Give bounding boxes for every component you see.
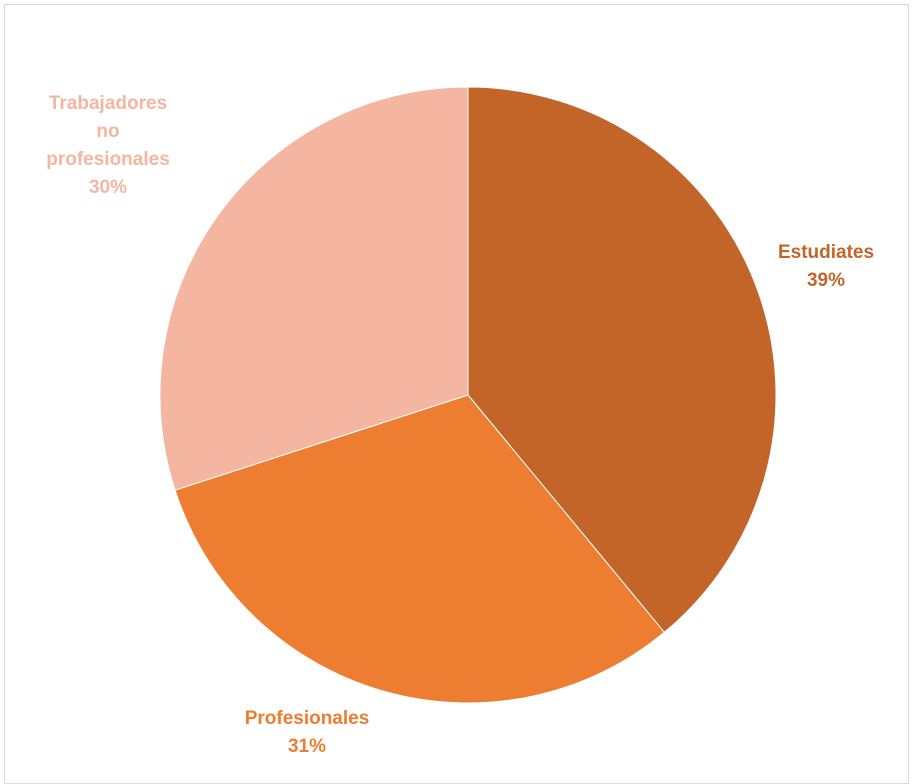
pie-labels: Estudiates 39% Profesionales 31% Trabajadore… xyxy=(46,93,874,757)
pie-slices xyxy=(159,86,777,704)
pie-slice-estudiates xyxy=(467,86,777,634)
pie-slice-profesionales xyxy=(174,394,666,704)
data-label-profesionales: Profesionales 31% xyxy=(245,708,370,757)
data-label-estudiates: Estudiates 39% xyxy=(778,242,874,291)
data-label-trabajadores-no-profesionales: Trabajadores no profesionales 30% xyxy=(46,93,170,198)
pie-slice-trabajadores-no-profesionales xyxy=(159,86,469,491)
